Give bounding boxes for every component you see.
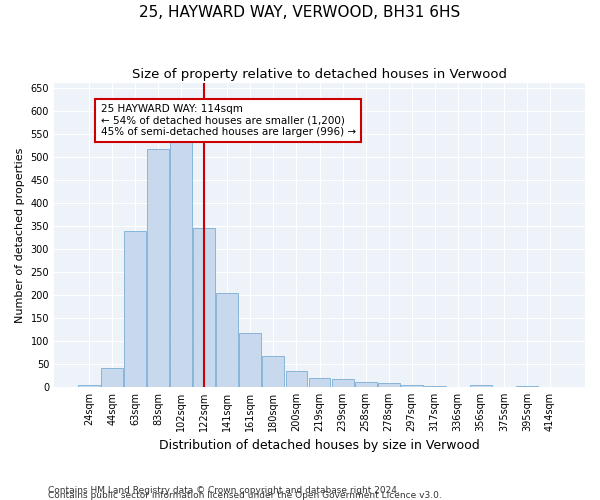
Bar	[170, 140, 192, 387]
Bar	[424, 386, 446, 387]
Text: 25, HAYWARD WAY, VERWOOD, BH31 6HS: 25, HAYWARD WAY, VERWOOD, BH31 6HS	[139, 5, 461, 20]
Bar	[193, 228, 215, 387]
Bar	[124, 232, 146, 387]
Title: Size of property relative to detached houses in Verwood: Size of property relative to detached ho…	[132, 68, 507, 80]
Bar	[332, 379, 353, 387]
Bar	[286, 371, 307, 387]
Bar	[470, 384, 492, 387]
Bar	[78, 384, 100, 387]
Bar	[377, 383, 400, 387]
Y-axis label: Number of detached properties: Number of detached properties	[15, 148, 25, 322]
Text: Contains HM Land Registry data © Crown copyright and database right 2024.: Contains HM Land Registry data © Crown c…	[48, 486, 400, 495]
Bar	[401, 384, 422, 387]
Text: Contains public sector information licensed under the Open Government Licence v3: Contains public sector information licen…	[48, 491, 442, 500]
X-axis label: Distribution of detached houses by size in Verwood: Distribution of detached houses by size …	[159, 440, 480, 452]
Bar	[101, 368, 123, 387]
Bar	[147, 149, 169, 387]
Bar	[217, 294, 238, 387]
Text: 25 HAYWARD WAY: 114sqm
← 54% of detached houses are smaller (1,200)
45% of semi-: 25 HAYWARD WAY: 114sqm ← 54% of detached…	[101, 104, 356, 137]
Bar	[239, 332, 262, 387]
Bar	[308, 378, 331, 387]
Bar	[355, 382, 377, 387]
Bar	[262, 356, 284, 387]
Bar	[516, 386, 538, 387]
